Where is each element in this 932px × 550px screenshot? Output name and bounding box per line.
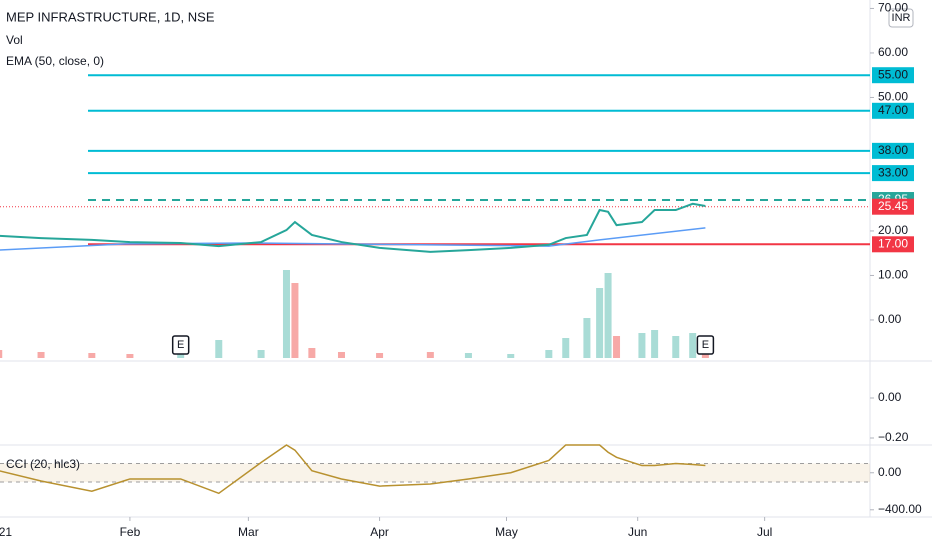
series-line xyxy=(0,444,706,495)
volume-bar xyxy=(37,352,45,358)
volume-bar xyxy=(651,330,659,358)
indicator-label: EMA (50, close, 0) xyxy=(6,54,104,68)
event-marker xyxy=(171,335,190,355)
volume-bar xyxy=(376,353,384,358)
volume-bar xyxy=(604,273,612,358)
x-tick-label: 2021 xyxy=(0,525,12,539)
series-line xyxy=(0,202,706,253)
volume-bar xyxy=(215,340,223,358)
y-tick-label: 50.00 xyxy=(878,90,908,104)
x-tick-label: Apr xyxy=(370,525,389,539)
x-tick-label: Jun xyxy=(628,525,647,539)
x-tick-label: Jul xyxy=(757,525,772,539)
x-tick-label: Mar xyxy=(238,525,259,539)
y-tick-label: 10.00 xyxy=(878,268,908,282)
volume-bar xyxy=(672,336,680,358)
event-label: E xyxy=(702,339,709,351)
indicator-label: Vol xyxy=(6,33,23,47)
y-tick-label: 70.00 xyxy=(878,1,908,15)
level-badge xyxy=(872,236,914,253)
volume-bar xyxy=(613,336,621,358)
series-line xyxy=(0,227,706,251)
level-badge xyxy=(872,102,914,119)
y-tick-label: −0.20 xyxy=(878,430,909,444)
level-label: 25.45 xyxy=(878,199,908,213)
volume-bar xyxy=(257,350,265,358)
y-tick-label: −400.00 xyxy=(878,502,922,516)
volume-bar xyxy=(562,338,570,358)
volume-bar xyxy=(638,333,646,358)
level-badge xyxy=(872,165,914,182)
y-tick-label: 60.00 xyxy=(878,45,908,59)
volume-bar xyxy=(545,350,553,358)
volume-bar xyxy=(126,354,134,358)
volume-bar xyxy=(583,318,591,358)
volume-bar xyxy=(507,354,515,358)
volume-bar xyxy=(291,283,299,358)
volume-bar xyxy=(337,352,345,358)
level-label: 47.00 xyxy=(878,103,908,117)
event-marker xyxy=(696,335,715,355)
level-label: 38.00 xyxy=(878,143,908,157)
level-badge xyxy=(872,142,914,159)
y-tick-label: 0.00 xyxy=(878,465,902,479)
volume-bar xyxy=(596,288,604,358)
volume-bar xyxy=(0,350,3,358)
y-tick-label: 0.00 xyxy=(878,312,902,326)
y-tick-label: 20.00 xyxy=(878,223,908,237)
volume-bar xyxy=(464,353,472,358)
chart-title: MEP INFRASTRUCTURE, 1D, NSE xyxy=(6,9,215,24)
volume-bar xyxy=(88,353,96,358)
level-label: 17.00 xyxy=(878,236,908,250)
y-tick-label: 0.00 xyxy=(878,390,902,404)
level-label: 55.00 xyxy=(878,67,908,81)
level-badge xyxy=(872,67,914,84)
x-tick-label: Feb xyxy=(120,525,141,539)
volume-bar xyxy=(282,270,290,358)
x-tick-label: May xyxy=(495,525,518,539)
volume-bar xyxy=(308,348,316,358)
event-label: E xyxy=(177,339,184,351)
level-label: 33.00 xyxy=(878,165,908,179)
volume-bar xyxy=(689,333,697,358)
level-badge xyxy=(872,198,914,215)
currency-label: INR xyxy=(892,12,911,24)
indicator-label: CCI (20, hlc3) xyxy=(6,457,80,471)
currency-badge[interactable] xyxy=(888,8,914,28)
volume-bar xyxy=(426,352,434,358)
cci-band xyxy=(0,463,870,483)
